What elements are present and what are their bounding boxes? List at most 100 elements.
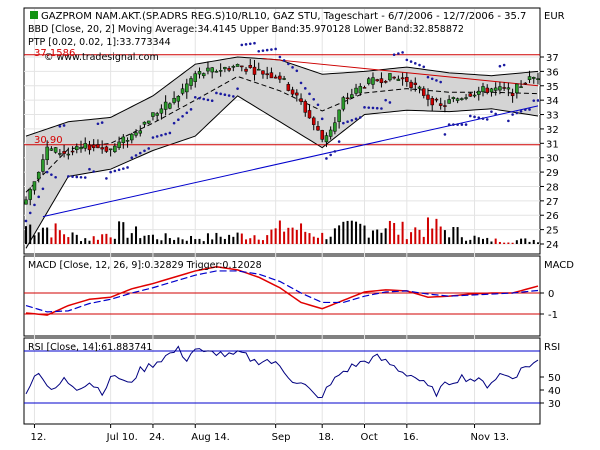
candle-body[interactable] [417,86,422,89]
candle-body[interactable] [227,68,231,71]
candle-body[interactable] [485,87,489,93]
candle-body[interactable] [303,101,308,113]
candle-body[interactable] [121,136,126,143]
candle-body[interactable] [515,83,519,94]
candle-body[interactable] [502,87,506,89]
candle-body[interactable] [468,93,473,97]
candle-body[interactable] [138,130,142,134]
candle-body[interactable] [70,150,75,153]
candle-body[interactable] [201,73,206,77]
candle-body[interactable] [519,86,523,88]
candle-body[interactable] [282,78,286,80]
candle-body[interactable] [307,110,312,119]
candle-body[interactable] [366,78,371,84]
candle-body[interactable] [506,87,511,90]
rsi-legend[interactable]: RSI [Close, 14]:61.883741 [28,342,152,353]
candle-body[interactable] [134,132,138,136]
candle-body[interactable] [244,68,248,72]
candle-body[interactable] [214,71,219,73]
candle-body[interactable] [396,78,401,81]
candle-body[interactable] [176,95,181,102]
candle-body[interactable] [87,144,92,151]
candle-body[interactable] [256,68,261,71]
candle-body[interactable] [383,81,388,83]
candle-body[interactable] [100,147,104,150]
candle-body[interactable] [290,89,295,95]
candle-body[interactable] [24,199,28,205]
candle-body[interactable] [320,130,324,140]
candle-body[interactable] [32,181,37,191]
candle-body[interactable] [532,77,536,79]
candle-body[interactable] [125,140,130,142]
candle-body[interactable] [104,146,109,152]
candle-body[interactable] [536,78,540,80]
candle-body[interactable] [36,171,41,180]
candle-body[interactable] [434,98,439,101]
candle-body[interactable] [426,94,430,100]
candle-body[interactable] [163,101,168,110]
candle-body[interactable] [460,98,464,100]
candle-body[interactable] [375,79,379,82]
candle-body[interactable] [155,113,159,116]
candle-body[interactable] [235,63,240,67]
candle-body[interactable] [311,117,316,125]
candle-body[interactable] [316,126,320,131]
candle-body[interactable] [62,151,66,154]
candle-body[interactable] [405,76,409,82]
candle-body[interactable] [379,78,384,84]
candle-body[interactable] [231,66,236,68]
candle-body[interactable] [413,82,418,85]
candle-body[interactable] [362,87,367,89]
candle-body[interactable] [464,97,468,99]
candle-body[interactable] [430,98,434,106]
rsi-panel[interactable] [23,337,541,425]
candle-body[interactable] [159,108,164,114]
candle-body[interactable] [197,71,202,75]
candle-body[interactable] [223,66,227,70]
candle-body[interactable] [527,76,532,80]
ptp-legend[interactable]: PTP [0.02, 0.02, 1]:33.773344 [28,37,171,48]
candle-body[interactable] [83,143,87,149]
candle-body[interactable] [79,147,83,150]
candle-body[interactable] [117,141,121,148]
candle-body[interactable] [354,87,358,94]
candle-body[interactable] [392,76,396,79]
candle-body[interactable] [447,99,451,104]
bbd-legend[interactable]: BBD [Close, 20, 2] Moving Average:34.414… [28,24,464,35]
candle-body[interactable] [358,86,363,94]
candle-body[interactable] [210,67,214,73]
candle-body[interactable] [273,76,278,79]
candle-body[interactable] [523,82,528,85]
candle-body[interactable] [130,133,134,141]
candle-body[interactable] [371,77,375,85]
candle-body[interactable] [477,90,481,95]
candle-body[interactable] [438,103,443,106]
candle-body[interactable] [108,148,113,151]
candle-body[interactable] [451,97,456,100]
candle-body[interactable] [388,73,392,81]
candle-body[interactable] [151,112,155,117]
candle-body[interactable] [337,109,341,122]
candle-body[interactable] [328,129,333,137]
candle-body[interactable] [498,86,502,91]
candle-body[interactable] [75,146,79,150]
candle-body[interactable] [278,75,282,80]
candle-body[interactable] [49,148,54,151]
candle-body[interactable] [96,144,100,149]
candle-body[interactable] [265,73,269,76]
candle-body[interactable] [493,87,498,91]
candle-body[interactable] [66,153,71,156]
candle-body[interactable] [350,94,354,98]
candle-body[interactable] [41,159,45,172]
candle-body[interactable] [193,73,198,82]
candle-body[interactable] [324,135,329,143]
candle-body[interactable] [443,105,447,107]
candle-body[interactable] [295,92,299,96]
candle-body[interactable] [45,146,49,161]
candle-body[interactable] [142,121,147,125]
candle-body[interactable] [333,122,337,132]
candle-body[interactable] [286,84,291,91]
candle-body[interactable] [180,88,185,94]
candle-body[interactable] [261,70,265,75]
candle-body[interactable] [455,98,460,101]
